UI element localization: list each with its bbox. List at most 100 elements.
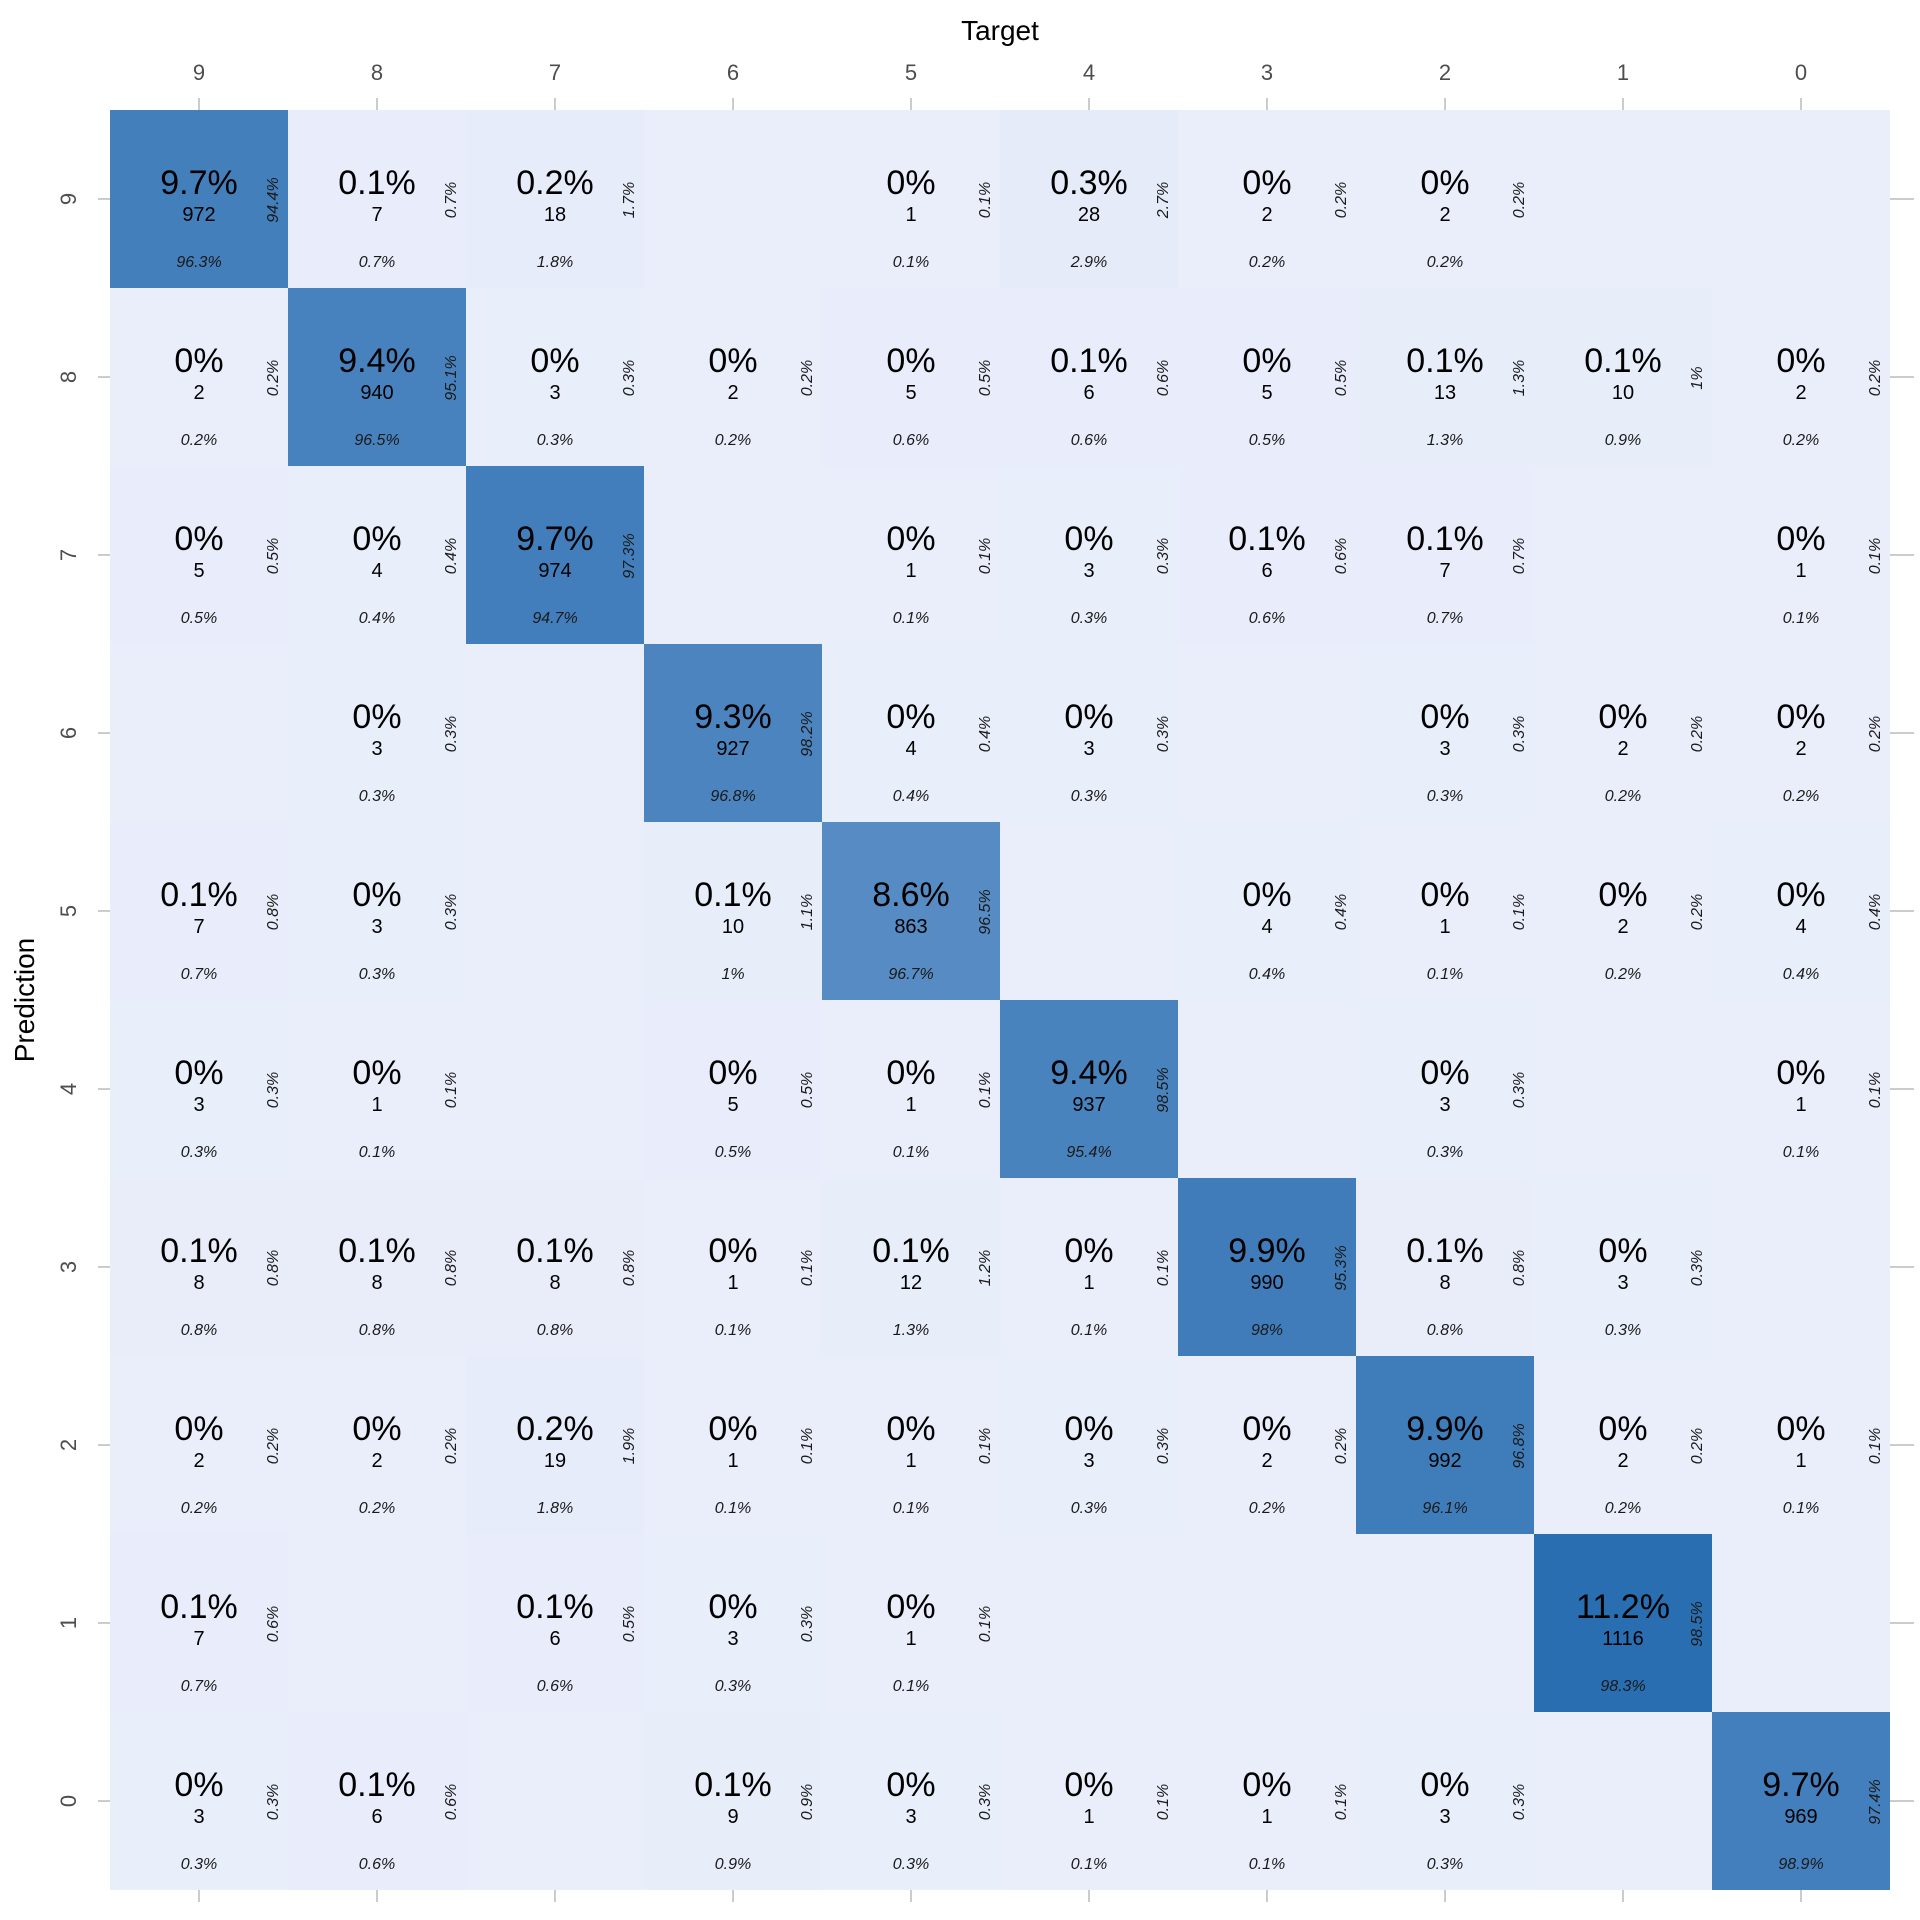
cell-count: 1 [905,1450,916,1472]
cell-percentage: 0% [174,342,223,380]
cell-row-percentage: 0.1% [1333,1784,1350,1820]
cell-count: 10 [722,916,744,938]
cell-column-percentage: 0.7% [1427,610,1463,627]
cell-count: 3 [193,1094,204,1116]
cell-percentage: 9.9% [1228,1232,1306,1270]
matrix-tile [1534,1356,1712,1534]
cell-column-percentage: 96.5% [354,432,399,449]
cell-column-percentage: 0.5% [715,1144,751,1161]
cell-count: 6 [1083,382,1094,404]
cell-count: 2 [193,1450,204,1472]
cell-column-percentage: 0.5% [181,610,217,627]
cell-column-percentage: 96.3% [176,254,221,271]
cell-column-percentage: 0.7% [181,966,217,983]
cell-row-percentage: 0.2% [1867,716,1884,752]
cell-count: 990 [1250,1272,1283,1294]
cell-column-percentage: 0.1% [1427,966,1463,983]
cell-column-percentage: 0.2% [1427,254,1463,271]
cell-row-percentage: 0.3% [265,1784,282,1820]
cell-column-percentage: 0.2% [1783,788,1819,805]
matrix-tile [288,1000,466,1178]
cell-row-percentage: 0.5% [621,1606,638,1642]
cell-percentage: 0.1% [1406,1232,1484,1270]
cell-count: 8 [1439,1272,1450,1294]
cell-row-percentage: 1.3% [1511,360,1528,396]
cell-count: 2 [1261,204,1272,226]
matrix-tile [822,1356,1000,1534]
cell-count: 1 [905,1094,916,1116]
cell-count: 3 [549,382,560,404]
cell-percentage: 9.7% [516,520,594,558]
cell-percentage: 0% [1242,164,1291,202]
cell-column-percentage: 0.1% [715,1500,751,1517]
matrix-tile [110,1000,288,1178]
cell-percentage: 0% [1598,1232,1647,1270]
cell-count: 13 [1434,382,1456,404]
x-tick-label: 9 [193,60,205,85]
cell-column-percentage: 0.3% [181,1144,217,1161]
cell-row-percentage: 97.4% [1867,1779,1884,1824]
y-tick-label: 1 [56,1617,81,1629]
cell-column-percentage: 0.4% [893,788,929,805]
matrix-tile [1534,288,1712,466]
matrix-tile [1000,1000,1178,1178]
cell-count: 1 [1083,1272,1094,1294]
matrix-tile [1534,1178,1712,1356]
matrix-tile [1000,466,1178,644]
y-tick-label: 5 [56,905,81,917]
cell-row-percentage: 0.6% [443,1784,460,1820]
y-tick-label: 9 [56,193,81,205]
cell-percentage: 0% [1598,1410,1647,1448]
cell-count: 5 [193,560,204,582]
y-tick-label: 6 [56,727,81,739]
cell-count: 7 [371,204,382,226]
cell-percentage: 0% [1598,876,1647,914]
cell-column-percentage: 1.3% [893,1322,929,1339]
x-tick-label: 2 [1439,60,1451,85]
cell-count: 12 [900,1272,922,1294]
cell-count: 1116 [1602,1628,1644,1650]
x-tick-label: 8 [371,60,383,85]
cell-count: 2 [193,382,204,404]
cell-column-percentage: 0.2% [1605,1500,1641,1517]
cell-row-percentage: 0.7% [1511,538,1528,574]
cell-percentage: 0% [886,164,935,202]
cell-row-percentage: 0.3% [1155,716,1172,752]
cell-count: 7 [193,916,204,938]
cell-percentage: 0% [1064,520,1113,558]
cell-row-percentage: 0.3% [1155,1428,1172,1464]
cell-count: 969 [1784,1806,1817,1828]
cell-column-percentage: 94.7% [532,610,577,627]
cell-column-percentage: 0.8% [1427,1322,1463,1339]
cell-row-percentage: 0.1% [1867,1428,1884,1464]
matrix-tile [822,110,1000,288]
cell-percentage: 11.2% [1576,1588,1670,1626]
cell-percentage: 0.1% [872,1232,950,1270]
cell-percentage: 0% [1776,698,1825,736]
cell-percentage: 0.1% [1050,342,1128,380]
matrix-tile [1356,1178,1534,1356]
cell-count: 5 [905,382,916,404]
cell-count: 1 [371,1094,382,1116]
cell-percentage: 9.4% [338,342,416,380]
cell-row-percentage: 98.2% [799,711,816,756]
matrix-tile [288,466,466,644]
matrix-tile [110,1534,288,1712]
cell-row-percentage: 98.5% [1155,1067,1172,1112]
cell-row-percentage: 94.4% [265,177,282,222]
cell-row-percentage: 0.8% [621,1250,638,1286]
matrix-tile [1356,644,1534,822]
cell-percentage: 0.1% [338,1766,416,1804]
matrix-tile [1712,1712,1890,1890]
cell-row-percentage: 0.3% [799,1606,816,1642]
cell-row-percentage: 0.1% [1155,1250,1172,1286]
cell-percentage: 0% [352,1054,401,1092]
cell-count: 992 [1428,1450,1461,1472]
cell-count: 3 [1083,738,1094,760]
cell-row-percentage: 97.3% [621,533,638,578]
cell-count: 2 [371,1450,382,1472]
matrix-tile [822,1534,1000,1712]
cell-count: 1 [905,1628,916,1650]
cell-percentage: 0.1% [338,164,416,202]
cell-row-percentage: 0.5% [1333,360,1350,396]
